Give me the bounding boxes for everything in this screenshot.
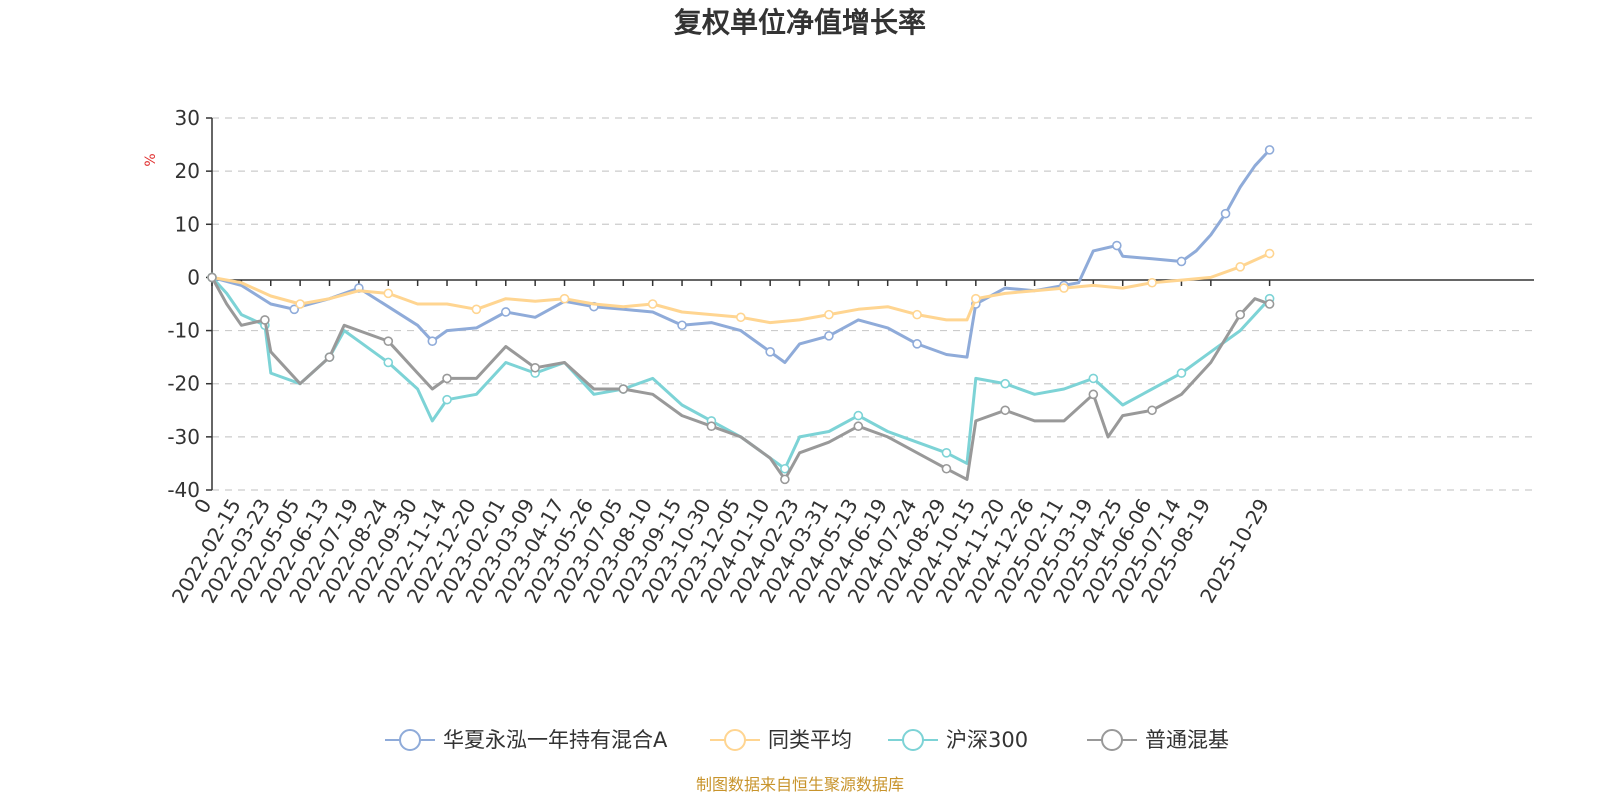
series-line-3 [210, 276, 1271, 481]
axes [211, 118, 1534, 490]
legend-item[interactable]: 沪深300 [888, 728, 1028, 752]
series-point [1147, 277, 1157, 288]
series-point [618, 384, 629, 394]
series-point [1264, 145, 1275, 155]
series-point [1220, 208, 1231, 219]
legend-label: 同类平均 [768, 728, 852, 752]
series-point [289, 304, 300, 315]
series-point [530, 362, 540, 373]
legend-label: 普通混基 [1145, 728, 1229, 752]
x-axis-ticks: 02022-02-152022-03-232022-05-052022-06-1… [167, 280, 1274, 607]
series-point [780, 463, 790, 474]
series-lines [207, 145, 1275, 485]
series-point [647, 299, 658, 309]
series-point [1235, 309, 1246, 320]
series-point [912, 309, 922, 320]
legend-item[interactable]: 普通混基 [1087, 728, 1229, 752]
series-point [500, 307, 511, 317]
y-tick-label: -20 [167, 372, 200, 396]
series-line-2 [210, 276, 1271, 471]
series-line-1 [211, 252, 1271, 325]
series-point [260, 315, 270, 325]
series-point [1147, 405, 1157, 416]
series-point [324, 352, 335, 362]
y-tick-label: -10 [167, 319, 200, 343]
legend-item[interactable]: 同类平均 [710, 728, 852, 752]
series-point [824, 331, 834, 341]
series-point [427, 336, 438, 347]
series-point [1176, 368, 1187, 378]
series-point [1088, 373, 1099, 384]
chart-title: 复权单位净值增长率 [674, 6, 926, 39]
series-point [207, 272, 217, 283]
series-point [1264, 299, 1275, 309]
data-source-note: 制图数据来自恒生聚源数据库 [696, 775, 904, 794]
series-point [765, 347, 775, 357]
y-axis-ticks: 30 20 10 0 -10 -20 -30 -40 [167, 106, 212, 502]
series-point [559, 293, 570, 304]
series-point [735, 312, 746, 323]
series-point [1059, 283, 1069, 293]
y-tick-label: -40 [167, 478, 200, 502]
series-point [383, 357, 394, 368]
legend-marker [902, 729, 924, 751]
series-point [1264, 248, 1275, 259]
series-point [677, 320, 687, 331]
series-point [853, 410, 864, 421]
series-point [853, 421, 864, 432]
series-point [1000, 405, 1011, 416]
legend-marker [1101, 729, 1123, 751]
legend-marker [399, 729, 421, 751]
series-point [471, 304, 482, 315]
series-point [780, 474, 790, 485]
series-point [912, 339, 922, 349]
series-point [383, 288, 394, 299]
series-point [1235, 261, 1246, 272]
y-axis-unit: % [143, 153, 159, 166]
series-point [706, 421, 717, 432]
y-tick-label: 10 [175, 212, 200, 236]
series-point [1112, 240, 1122, 251]
series-point [1088, 389, 1099, 400]
series-point [442, 373, 452, 384]
y-tick-label: -30 [167, 425, 200, 449]
legend-marker [724, 729, 746, 751]
x-tick-label: 0 [189, 495, 216, 518]
y-tick-label: 20 [175, 159, 200, 183]
series-point [383, 336, 394, 347]
y-tick-label: 0 [187, 265, 200, 289]
series-point [1176, 256, 1187, 267]
series-line-0 [211, 148, 1271, 364]
series-point [971, 293, 981, 304]
legend-item[interactable]: 华夏永泓一年持有混合A [385, 728, 668, 752]
legend: 华夏永泓一年持有混合A 同类平均 沪深300 普通混基 [385, 728, 1229, 752]
series-point [442, 394, 452, 405]
series-point [824, 309, 834, 320]
series-point [295, 299, 305, 309]
series-point [941, 463, 952, 474]
gridlines [212, 117, 1534, 491]
legend-label: 沪深300 [946, 728, 1028, 752]
y-tick-label: 30 [175, 106, 200, 130]
series-point [941, 447, 952, 458]
legend-label: 华夏永泓一年持有混合A [443, 728, 668, 752]
series-point [1000, 378, 1011, 389]
